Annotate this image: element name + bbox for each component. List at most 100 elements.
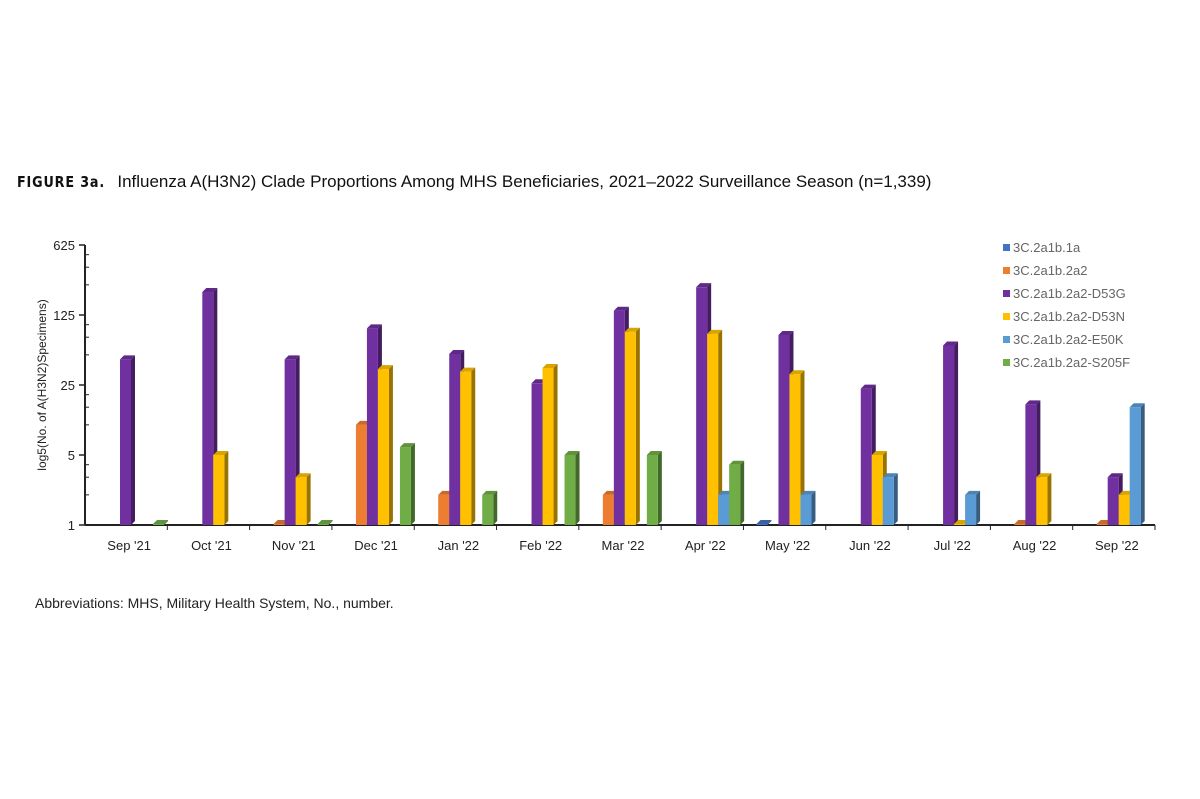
bar xyxy=(542,367,554,525)
y-tick-label: 1 xyxy=(68,518,75,533)
legend-label: 3C.2a1b.2a2-D53G xyxy=(1013,286,1126,301)
legend-swatch xyxy=(1003,290,1010,297)
bar-top xyxy=(707,329,723,334)
bar xyxy=(1036,477,1048,525)
y-tick-label: 25 xyxy=(61,378,75,393)
legend-label: 3C.2a1b.2a2 xyxy=(1013,263,1087,278)
bar-top xyxy=(1129,403,1145,408)
x-tick-label: Nov '21 xyxy=(272,538,316,553)
bar-side xyxy=(493,490,498,525)
bar xyxy=(789,374,801,525)
legend-label: 3C.2a1b.2a2-E50K xyxy=(1013,332,1124,347)
bar-top xyxy=(377,365,393,370)
y-axis-label: log5(No. of A(H3N2)Specimens) xyxy=(35,299,49,470)
legend-label: 3C.2a1b.2a2-S205F xyxy=(1013,355,1130,370)
x-tick-label: Feb '22 xyxy=(519,538,562,553)
y-tick-label: 5 xyxy=(68,448,75,463)
bar-side xyxy=(811,490,816,525)
bar xyxy=(460,371,472,525)
x-tick-label: Aug '22 xyxy=(1013,538,1057,553)
bar-top xyxy=(800,490,816,495)
bar xyxy=(860,388,872,525)
bar xyxy=(366,328,378,525)
x-tick-label: May '22 xyxy=(765,538,810,553)
bar-side xyxy=(553,363,558,525)
bar xyxy=(882,477,894,525)
bar-top xyxy=(120,355,135,360)
bar xyxy=(153,524,164,525)
bar xyxy=(284,359,296,525)
bar xyxy=(295,477,307,525)
bar xyxy=(778,334,790,525)
legend-swatch xyxy=(1003,359,1010,366)
bar-side xyxy=(718,329,723,525)
bar-top xyxy=(399,443,415,448)
bar-top xyxy=(646,451,662,455)
bar xyxy=(482,494,494,525)
figure-label: FIGURE 3a. xyxy=(17,173,106,191)
bar-top xyxy=(295,473,311,478)
bar xyxy=(624,331,636,525)
bar-top xyxy=(202,288,218,293)
bar-side xyxy=(131,355,135,525)
bar xyxy=(718,494,730,525)
bar-top xyxy=(943,341,959,346)
bar-top xyxy=(729,460,745,465)
bar xyxy=(756,524,768,525)
bar-side xyxy=(328,520,333,525)
bar-top xyxy=(482,490,498,495)
bar xyxy=(273,524,285,525)
x-tick-label: Dec '21 xyxy=(354,538,398,553)
bar xyxy=(1025,404,1037,525)
bar xyxy=(871,455,883,525)
bar-side xyxy=(767,520,772,525)
bar-top xyxy=(542,363,558,368)
bar xyxy=(355,424,367,525)
x-tick-label: Sep '22 xyxy=(1095,538,1139,553)
bar-side xyxy=(740,460,745,525)
y-tick-label: 125 xyxy=(53,308,75,323)
bar xyxy=(438,494,450,525)
x-tick-label: Oct '21 xyxy=(191,538,232,553)
bar-side xyxy=(388,365,393,525)
bar xyxy=(696,287,708,525)
legend-swatch xyxy=(1003,313,1010,320)
bar-top xyxy=(317,520,333,524)
bar-top xyxy=(778,330,794,335)
bar-side xyxy=(954,341,959,525)
bar xyxy=(646,455,658,525)
bar-top xyxy=(696,283,712,288)
bar xyxy=(399,447,411,525)
bar xyxy=(1014,524,1026,525)
x-tick-label: Sep '21 xyxy=(107,538,151,553)
bar xyxy=(707,333,719,525)
bar-top xyxy=(624,327,640,332)
figure-title: FIGURE 3a. Influenza A(H3N2) Clade Propo… xyxy=(17,172,931,192)
bar-side xyxy=(1140,403,1145,525)
bar-side xyxy=(224,451,229,525)
bar-side xyxy=(635,327,640,525)
bar-top xyxy=(860,384,876,389)
bar-side xyxy=(471,367,476,525)
bar xyxy=(120,359,131,525)
bar-top xyxy=(789,370,805,375)
legend-swatch xyxy=(1003,244,1010,251)
bar xyxy=(317,524,329,525)
bar-top xyxy=(1025,400,1041,405)
bar xyxy=(965,494,977,525)
bar xyxy=(449,353,461,525)
x-tick-label: Mar '22 xyxy=(602,538,645,553)
bar xyxy=(602,494,614,525)
bar xyxy=(613,310,625,525)
bar xyxy=(1107,477,1119,525)
bar-top xyxy=(284,355,300,360)
bar-top xyxy=(449,349,465,354)
bar-side xyxy=(976,490,981,525)
x-tick-label: Apr '22 xyxy=(685,538,726,553)
bar-top xyxy=(460,367,476,372)
bar-top xyxy=(1107,473,1123,478)
bar-top xyxy=(564,451,580,455)
legend-label: 3C.2a1b.2a2-D53N xyxy=(1013,309,1125,324)
legend-swatch xyxy=(1003,267,1010,274)
bar-side xyxy=(1047,473,1052,525)
